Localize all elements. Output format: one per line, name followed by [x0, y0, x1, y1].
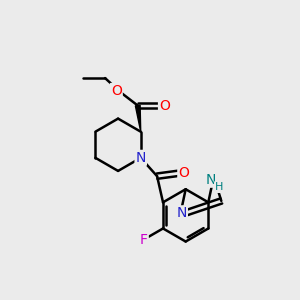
Text: H: H — [215, 182, 223, 192]
Text: O: O — [111, 84, 122, 98]
Text: O: O — [178, 166, 189, 180]
Text: N: N — [176, 206, 187, 220]
Text: F: F — [140, 232, 148, 247]
Text: N: N — [206, 173, 216, 187]
Polygon shape — [135, 105, 141, 132]
Text: O: O — [159, 98, 170, 112]
Text: N: N — [136, 151, 146, 165]
